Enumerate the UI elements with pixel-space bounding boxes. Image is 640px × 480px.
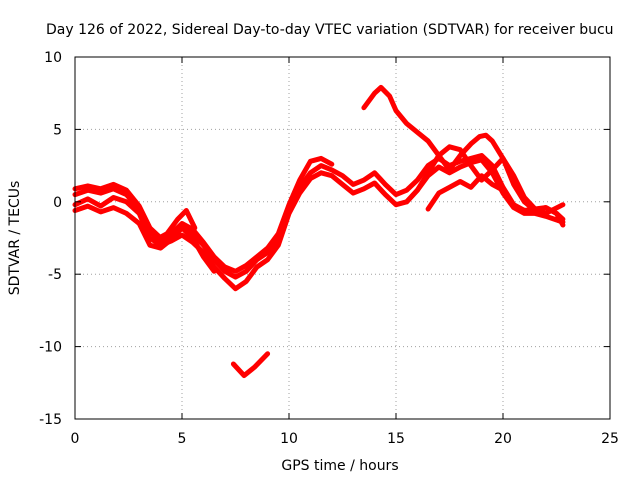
y-tick-label: 10 — [44, 50, 62, 66]
x-tick-label: 25 — [601, 431, 619, 447]
x-tick-label: 5 — [178, 431, 187, 447]
y-tick-label: 0 — [53, 195, 62, 211]
axis-ticks: 0 5 10 15 20 25 10 5 0 -5 -10 -15 — [39, 50, 619, 447]
x-tick-label: 20 — [494, 431, 512, 447]
data-series — [75, 87, 563, 375]
y-axis-label: SDTVAR / TECUs — [7, 181, 23, 296]
chart-title: Day 126 of 2022, Sidereal Day-to-day VTE… — [46, 22, 614, 38]
x-tick-label: 0 — [71, 431, 80, 447]
x-tick-label: 10 — [280, 431, 298, 447]
series-track-7 — [428, 176, 503, 209]
x-tick-label: 15 — [387, 431, 405, 447]
chart: Day 126 of 2022, Sidereal Day-to-day VTE… — [0, 0, 640, 480]
y-tick-label: -10 — [39, 340, 62, 356]
x-axis-label: GPS time / hours — [281, 458, 398, 474]
y-tick-label: -5 — [48, 267, 62, 283]
series-track-8 — [233, 354, 267, 376]
y-tick-label: 5 — [53, 122, 62, 138]
y-tick-label: -15 — [39, 412, 62, 428]
